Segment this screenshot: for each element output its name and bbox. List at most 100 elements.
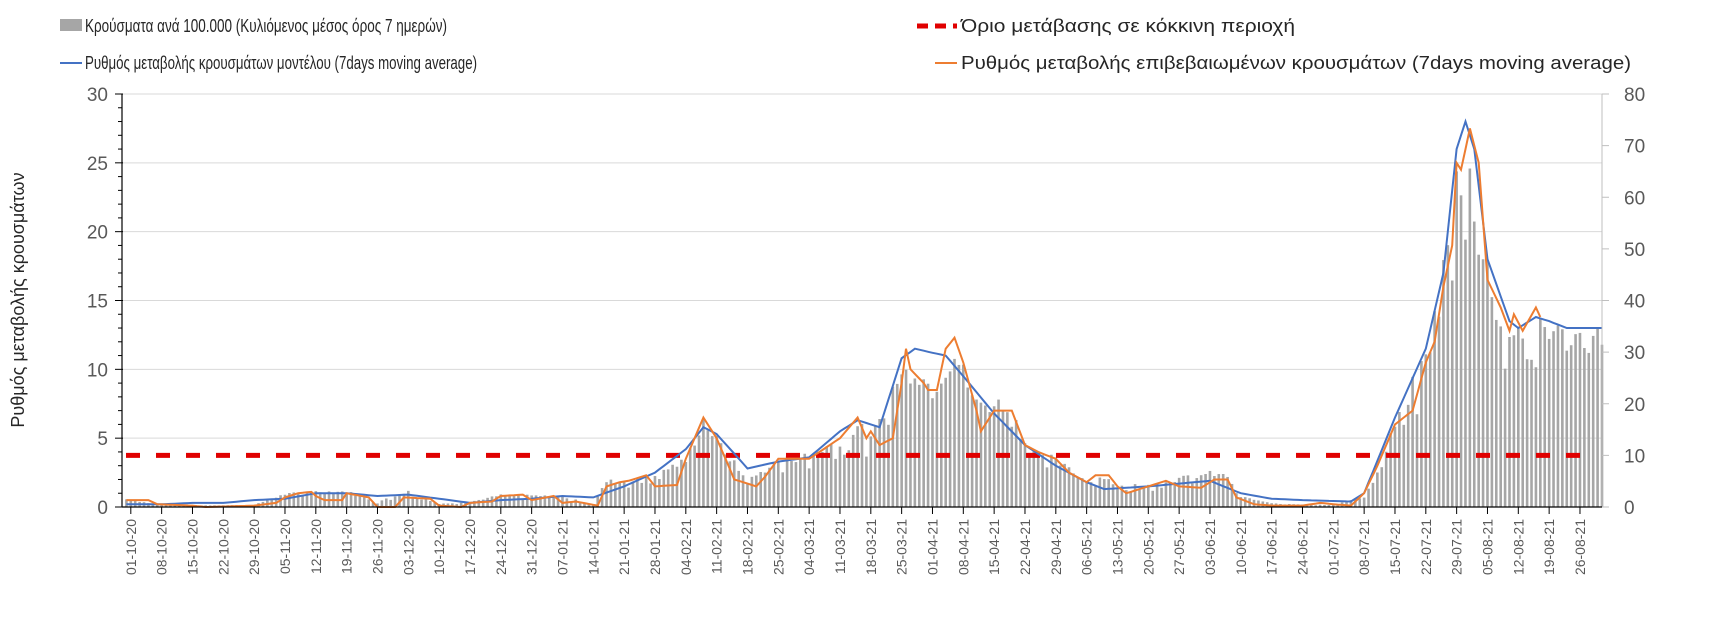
case-bar	[640, 482, 644, 507]
case-bar	[1142, 486, 1146, 507]
case-bar	[1133, 484, 1137, 507]
legend-item-model: Ρυθμός μεταβολής κρουσμάτων μοντέλου (7d…	[60, 53, 477, 73]
case-bar	[724, 454, 727, 507]
y-tick-label: 20	[87, 223, 108, 244]
case-bar	[587, 503, 591, 507]
x-tick-label: 07-01-21	[554, 519, 570, 575]
case-bar	[781, 472, 785, 507]
case-bar	[675, 466, 679, 507]
case-bar	[1323, 504, 1326, 507]
x-tick-label: 25-02-21	[770, 519, 786, 575]
case-bar	[1486, 260, 1489, 507]
case-bar	[644, 476, 648, 507]
x-tick-label: 05-11-20	[277, 519, 293, 574]
case-bar	[1345, 501, 1348, 507]
case-bar	[1402, 424, 1406, 507]
case-bar	[1380, 467, 1384, 507]
case-bar	[658, 479, 661, 507]
case-bar	[1080, 478, 1084, 507]
case-bar	[578, 501, 582, 507]
case-bar	[305, 492, 309, 507]
y-right-tick-label: 40	[1624, 292, 1645, 313]
legend-item-threshold: Όριο μετάβασης σε κόκκινη περιοχή	[917, 16, 1295, 36]
case-bar	[1107, 479, 1110, 507]
case-bar	[1014, 420, 1018, 507]
x-tick-label: 08-10-20	[154, 519, 170, 575]
case-bar	[1111, 484, 1115, 507]
case-bar	[1464, 239, 1467, 507]
case-bar	[384, 498, 388, 507]
case-bar	[393, 496, 397, 507]
legend-label-model: Ρυθμός μεταβολής κρουσμάτων μοντέλου (7d…	[85, 53, 477, 73]
y-tick-label: 25	[87, 154, 108, 175]
x-tick-label: 27-05-21	[1171, 519, 1187, 575]
x-tick-label: 19-11-20	[339, 519, 355, 574]
case-bar	[1450, 280, 1454, 507]
case-bar	[1552, 331, 1555, 507]
case-bar	[1041, 455, 1044, 507]
legend-label-cases: Κρούσματα ανά 100.000 (Κυλιόμενος μέσος …	[85, 16, 447, 36]
case-bar	[1508, 336, 1511, 507]
x-tick-label: 10-06-21	[1233, 519, 1249, 575]
case-bar	[1517, 328, 1520, 507]
case-bar	[829, 443, 833, 507]
x-tick-label: 19-08-21	[1541, 519, 1557, 575]
case-bar	[288, 493, 291, 507]
case-bar	[1102, 479, 1106, 507]
y-right-tick-label: 10	[1624, 446, 1645, 467]
case-bar	[935, 391, 939, 507]
case-bar	[1309, 504, 1313, 507]
y-tick-label: 0	[97, 498, 108, 519]
axes: 0 5 10 15 20 25 30 0 10 20 30 40 50 60 70 80 01-10-20 08-…	[87, 85, 1645, 575]
case-bar	[1503, 368, 1507, 507]
case-bar	[1067, 467, 1071, 507]
case-bar	[521, 498, 525, 507]
case-bar	[512, 495, 516, 507]
case-bar	[605, 482, 608, 507]
case-bar	[455, 504, 459, 507]
case-bar	[1217, 474, 1221, 507]
case-bar	[1094, 486, 1097, 507]
case-bar	[856, 426, 859, 507]
case-bar	[953, 358, 956, 507]
case-bar	[799, 458, 802, 507]
case-bar	[1424, 354, 1428, 507]
case-bar	[433, 502, 437, 507]
case-bar	[411, 497, 415, 507]
case-bar	[1177, 477, 1181, 507]
case-bar	[1393, 426, 1397, 507]
case-bar	[517, 495, 520, 507]
case-bar	[1243, 497, 1247, 507]
x-tick-label: 15-04-21	[986, 519, 1002, 575]
case-bar	[1384, 451, 1388, 507]
case-bar	[1050, 454, 1053, 507]
case-bar	[583, 502, 586, 507]
x-tick-label: 22-07-21	[1418, 519, 1434, 575]
case-bar	[895, 383, 899, 507]
case-bar	[1428, 352, 1432, 507]
x-tick-label: 22-10-20	[215, 519, 231, 575]
case-bar	[984, 405, 987, 507]
case-bar	[1063, 463, 1066, 507]
case-bar	[834, 458, 837, 507]
case-bar	[763, 472, 767, 507]
legend-bar-swatch	[60, 19, 82, 31]
case-bar	[552, 496, 555, 507]
case-bar	[1204, 474, 1207, 507]
case-bar	[913, 378, 917, 507]
case-bar	[569, 501, 573, 507]
case-bar	[931, 398, 934, 507]
x-tick-label: 28-01-21	[647, 519, 663, 575]
case-bar	[160, 504, 163, 507]
case-bar	[1221, 474, 1225, 507]
case-bar	[1494, 319, 1498, 507]
case-bar	[1138, 489, 1141, 507]
x-tick-label: 04-02-21	[678, 519, 694, 575]
x-tick-label: 11-03-21	[832, 519, 848, 574]
case-bar	[887, 424, 890, 507]
case-bar	[1186, 475, 1190, 507]
case-bar	[459, 502, 463, 507]
case-bar	[1583, 348, 1586, 507]
legend: Κρούσματα ανά 100.000 (Κυλιόμενος μέσος …	[60, 16, 1631, 73]
case-bar	[847, 450, 851, 507]
